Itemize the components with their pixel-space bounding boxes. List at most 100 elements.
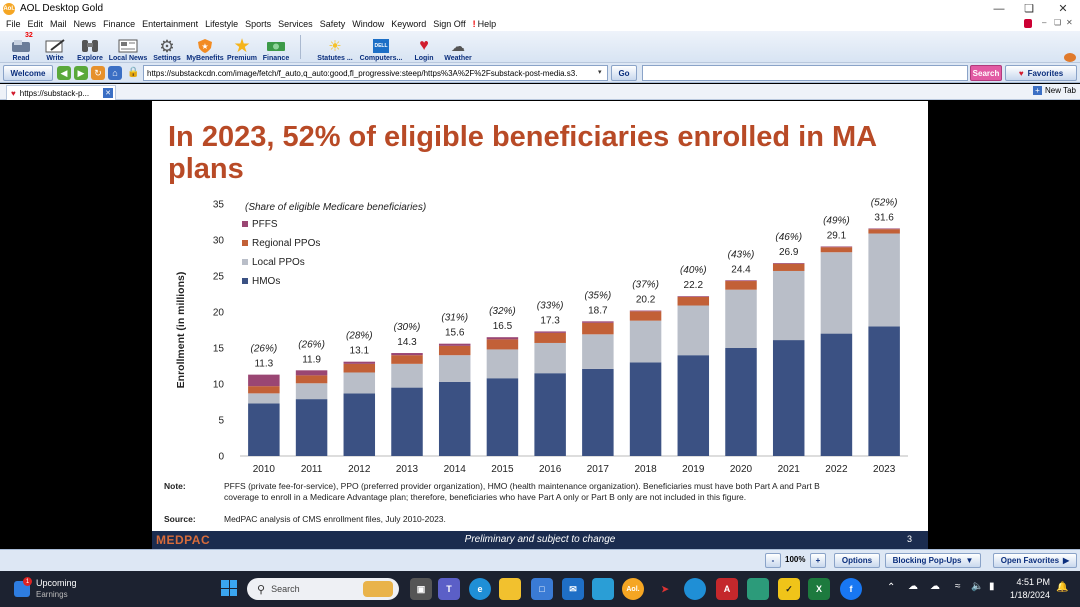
x-tick-label: 2022 xyxy=(825,464,848,475)
edge-icon[interactable]: e xyxy=(469,578,491,600)
bar-share-label: (46%) xyxy=(775,232,802,243)
mdi-minimize-button[interactable]: – xyxy=(1042,18,1047,27)
tab-bar: ♥ https://substack-p... ✕ + New Tab xyxy=(0,84,1080,100)
tray-chevron-icon[interactable]: ⌃ xyxy=(887,582,896,593)
restore-button[interactable]: ❏ xyxy=(1024,3,1034,15)
bar-segment-regional-ppos xyxy=(534,332,566,343)
mdi-restore-button[interactable]: ❏ xyxy=(1054,18,1062,27)
bar-segment-local-ppos xyxy=(772,270,805,341)
read-button[interactable]: 32 Read xyxy=(8,31,34,63)
open-favorites-button[interactable]: Open Favorites ▶ xyxy=(993,553,1077,568)
home-icon[interactable]: ⌂ xyxy=(108,66,122,80)
menu-window[interactable]: Window xyxy=(352,19,385,29)
search-input[interactable] xyxy=(642,65,968,81)
svg-text:★: ★ xyxy=(201,42,208,51)
minimize-button[interactable]: — xyxy=(993,2,1005,15)
statutes-button[interactable]: ☀ Statutes ... xyxy=(314,31,356,63)
computers-button[interactable]: DELL Computers... xyxy=(357,31,405,63)
arrow-app-icon[interactable]: ➤ xyxy=(661,583,669,594)
menu-edit[interactable]: Edit xyxy=(27,19,44,29)
aol-taskbar-icon[interactable]: Aol. xyxy=(622,578,644,600)
heart-icon: ♥ xyxy=(419,37,429,54)
start-button[interactable] xyxy=(221,580,237,596)
back-icon[interactable]: ◀ xyxy=(57,66,71,80)
write-button[interactable]: Write xyxy=(42,31,68,63)
go-button[interactable]: Go xyxy=(611,65,637,81)
new-tab-button[interactable]: + New Tab xyxy=(1033,86,1076,95)
wifi-icon[interactable]: ≈ xyxy=(955,581,961,592)
window-title: AOL Desktop Gold xyxy=(20,3,104,14)
star-icon: ★ xyxy=(233,35,251,57)
bar-segment-local-ppos xyxy=(438,355,471,382)
menu-services[interactable]: Services xyxy=(278,19,313,29)
blocking-popups-button[interactable]: Blocking Pop-Ups ▼ xyxy=(885,553,981,568)
login-label: Login xyxy=(414,55,434,62)
local-news-button[interactable]: Local News xyxy=(107,31,149,63)
menu-file[interactable]: File xyxy=(6,19,21,29)
tab-active[interactable]: ♥ https://substack-p... ✕ xyxy=(6,85,116,100)
bar-total-label: 11.9 xyxy=(302,354,321,365)
onedrive-icon[interactable]: ☁ xyxy=(930,581,940,592)
tab-close-icon[interactable]: ✕ xyxy=(103,88,113,98)
close-button[interactable]: ✕ xyxy=(1058,3,1068,15)
widget-title[interactable]: Upcoming xyxy=(36,578,77,588)
store-icon[interactable]: □ xyxy=(531,578,553,600)
reload-icon[interactable]: ↻ xyxy=(91,66,105,80)
file-explorer-icon[interactable] xyxy=(499,578,521,600)
browser-app-icon[interactable] xyxy=(684,578,706,600)
forward-icon[interactable]: ▶ xyxy=(74,66,88,80)
menu-lifestyle[interactable]: Lifestyle xyxy=(205,19,239,29)
menu-keyword[interactable]: Keyword xyxy=(391,19,427,29)
settings-button[interactable]: ⚙ Settings xyxy=(151,31,183,63)
alert-icon[interactable] xyxy=(1024,19,1032,28)
menu-mail[interactable]: Mail xyxy=(50,19,67,29)
bar-segment-hmos xyxy=(486,378,519,456)
clock-time[interactable]: 4:51 PM xyxy=(1016,577,1050,587)
y-tick-label: 10 xyxy=(213,380,225,391)
chart-subtitle: (Share of eligible Medicare beneficiarie… xyxy=(245,202,426,213)
app-green-icon[interactable] xyxy=(747,578,769,600)
bar-total-label: 18.7 xyxy=(588,305,608,316)
mdi-close-button[interactable]: ✕ xyxy=(1066,18,1073,27)
options-button[interactable]: Options xyxy=(834,553,880,568)
x-tick-label: 2012 xyxy=(348,464,371,475)
menu-finance[interactable]: Finance xyxy=(103,19,136,29)
battery-icon[interactable]: ▮ xyxy=(989,581,995,592)
bell-icon[interactable]: 🔔 xyxy=(1056,582,1069,593)
url-input[interactable]: https://substackcdn.com/image/fetch/f_au… xyxy=(143,65,608,81)
photos-icon[interactable] xyxy=(592,578,614,600)
access-icon[interactable]: A xyxy=(716,578,738,600)
mybenefits-button[interactable]: ★ MyBenefits xyxy=(184,31,226,63)
x-tick-label: 2013 xyxy=(396,464,419,475)
cloud-icon[interactable]: ☁ xyxy=(908,581,918,592)
url-dropdown-icon[interactable]: ▾ xyxy=(598,69,602,76)
menu-sports[interactable]: Sports xyxy=(245,19,272,29)
excel-icon[interactable]: X xyxy=(808,578,830,600)
task-view-icon[interactable]: ▣ xyxy=(410,578,432,600)
gear-icon: ⚙ xyxy=(159,36,175,56)
finance-button[interactable]: Finance xyxy=(260,31,292,63)
zoom-out-button[interactable]: - xyxy=(765,553,781,568)
search-button[interactable]: Search xyxy=(970,65,1002,81)
menu-help[interactable]: Help xyxy=(477,19,497,29)
facebook-icon[interactable]: f xyxy=(840,578,862,600)
explore-button[interactable]: Explore xyxy=(76,31,104,63)
taskbar-search[interactable]: ⚲ Search xyxy=(247,578,399,600)
zoom-in-button[interactable]: + xyxy=(810,553,826,568)
weather-button[interactable]: ☁ Weather xyxy=(441,31,475,63)
login-button[interactable]: ♥ Login xyxy=(410,31,438,63)
volume-icon[interactable]: 🔈 xyxy=(971,581,984,592)
menu-safety[interactable]: Safety xyxy=(319,19,346,29)
norton-icon[interactable]: ✓ xyxy=(778,578,800,600)
menu-news[interactable]: News xyxy=(73,19,97,29)
teams-icon[interactable]: T xyxy=(438,578,460,600)
notification-icon[interactable] xyxy=(1064,53,1076,62)
favorites-button[interactable]: ♥ Favorites xyxy=(1005,65,1077,81)
menu-sign-off[interactable]: Sign Off xyxy=(433,19,466,29)
slide-title: In 2023, 52% of eligible beneficiaries e… xyxy=(168,121,877,185)
menu-entertainment[interactable]: Entertainment xyxy=(142,19,199,29)
mail-app-icon[interactable]: ✉ xyxy=(562,578,584,600)
welcome-button[interactable]: Welcome xyxy=(3,65,53,81)
bar-share-label: (28%) xyxy=(346,331,373,342)
premium-button[interactable]: ★ Premium xyxy=(226,31,258,63)
